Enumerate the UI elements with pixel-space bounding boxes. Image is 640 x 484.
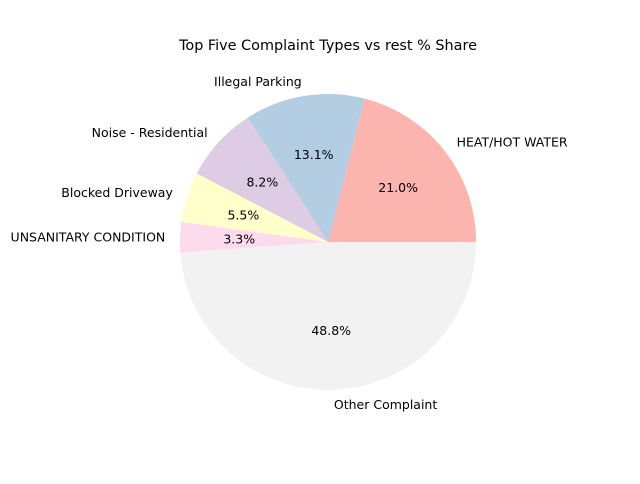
pie-category-label-illegal-parking: Illegal Parking	[214, 74, 302, 89]
pie-labels: 21.0% HEAT/HOT WATER 13.1% Illegal Parking 8…	[11, 74, 568, 412]
pie-slice-noise-residential	[196, 117, 328, 242]
pie-slice-heat-hot-water	[328, 98, 476, 242]
pie-slices	[180, 93, 476, 390]
pie-pct-label-noise-residential: 8.2%	[246, 175, 278, 190]
pie-category-label-heat-hot-water: HEAT/HOT WATER	[457, 135, 568, 150]
chart-title: Top Five Complaint Types vs rest % Share	[178, 38, 477, 54]
pie-category-label-blocked-driveway: Blocked Driveway	[61, 185, 173, 200]
pie-pct-label-illegal-parking: 13.1%	[294, 147, 334, 162]
pie-pct-label-blocked-driveway: 5.5%	[227, 208, 259, 223]
pie-slice-other-complaint	[180, 242, 476, 390]
pie-category-label-noise-residential: Noise - Residential	[92, 125, 208, 140]
pie-pct-label-unsanitary-condition: 3.3%	[223, 232, 255, 247]
pie-category-label-other-complaint: Other Complaint	[334, 397, 437, 412]
pie-slice-blocked-driveway	[181, 173, 328, 242]
pie-slice-unsanitary-condition	[180, 222, 328, 253]
pie-pct-label-heat-hot-water: 21.0%	[378, 180, 418, 195]
pie-pct-label-other-complaint: 48.8%	[311, 323, 351, 338]
pie-category-label-unsanitary-condition: UNSANITARY CONDITION	[11, 229, 166, 244]
pie-slice-illegal-parking	[247, 93, 365, 242]
